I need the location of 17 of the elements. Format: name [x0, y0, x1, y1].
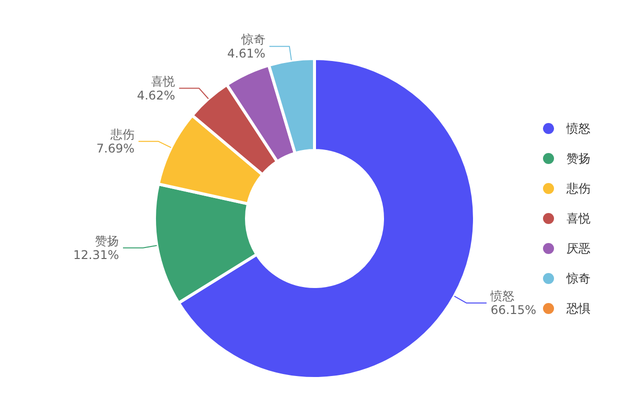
- legend-label: 喜悦: [566, 212, 590, 226]
- legend-label: 恐惧: [566, 302, 590, 316]
- slice-label: 愤怒: [490, 289, 515, 304]
- legend-label: 厌恶: [566, 242, 590, 256]
- slice-label: 喜悦: [151, 74, 176, 88]
- data-label: 7.69%: [96, 141, 135, 156]
- slice-label: 惊奇: [240, 32, 266, 46]
- data-label: 4.61%: [227, 46, 266, 60]
- legend-label: 悲伤: [566, 182, 590, 196]
- data-label: 66.15%: [490, 303, 536, 318]
- slice-label: 赞扬: [94, 234, 119, 248]
- legend-label: 赞扬: [566, 152, 590, 166]
- legend-label: 惊奇: [566, 272, 590, 286]
- data-label: 12.31%: [73, 248, 119, 262]
- slice-label: 悲伤: [110, 127, 135, 142]
- data-label: 4.62%: [136, 88, 176, 102]
- legend-label: 愤怒: [566, 122, 590, 136]
